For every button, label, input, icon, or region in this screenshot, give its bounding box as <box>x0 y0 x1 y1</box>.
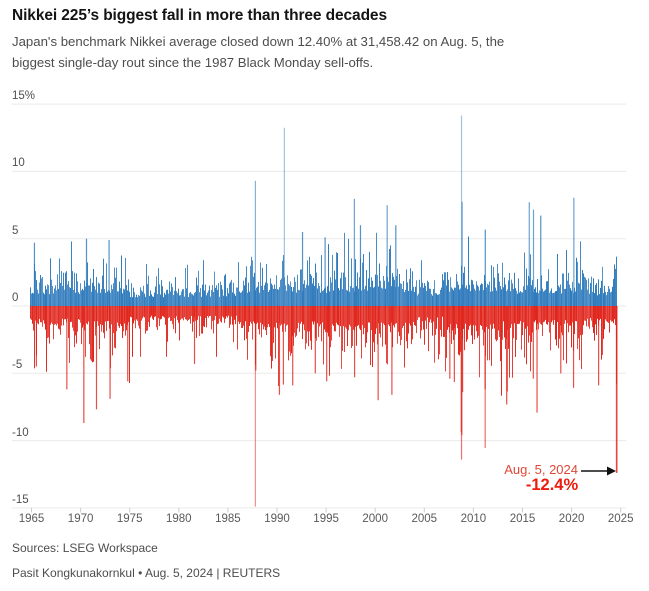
chart-title: Nikkei 225’s biggest fall in more than t… <box>12 7 387 24</box>
chart-canvas <box>12 103 626 513</box>
chart-subtitle-line-2: biggest single-day rout since the 1987 B… <box>12 55 374 70</box>
right-arrow-icon <box>581 466 616 476</box>
x-axis-label: 2025 <box>607 513 634 525</box>
x-axis-label: 1965 <box>18 513 45 525</box>
annotation-value-label: -12.4% <box>525 476 579 494</box>
y-axis-label: 15% <box>12 90 36 103</box>
x-axis-label: 1990 <box>264 513 290 525</box>
x-axis-label: 1970 <box>67 513 94 525</box>
x-axis-label: 2010 <box>460 513 487 525</box>
chart-subtitle-line-1: Japan's benchmark Nikkei average closed … <box>12 34 505 49</box>
x-axis-label: 1975 <box>116 513 143 525</box>
y-axis-label: -15 <box>12 493 29 506</box>
daily-change-bar-chart: Aug. 5, 2024 -12.4% 15% 10 5 0 -5 -10 -15 1965 1… <box>12 90 634 525</box>
y-axis-label: -5 <box>12 359 23 372</box>
y-axis-label: 5 <box>12 224 19 237</box>
x-axis-label: 2020 <box>558 513 585 525</box>
byline: Pasit Kongkunakornkul • Aug. 5, 2024 | R… <box>12 566 281 580</box>
x-axis-label: 2015 <box>509 513 536 525</box>
x-axis-label: 1995 <box>313 513 339 525</box>
source-note: Sources: LSEG Workspace <box>12 541 158 555</box>
y-axis-label: 10 <box>12 157 25 170</box>
y-axis-label: -10 <box>12 426 29 439</box>
x-axis-label: 1980 <box>166 513 192 525</box>
x-axis-label: 2000 <box>362 513 388 525</box>
annotation-date-label: Aug. 5, 2024 <box>504 462 578 477</box>
x-axis-label: 2005 <box>411 513 438 525</box>
y-axis-label: 0 <box>12 292 19 304</box>
x-axis-label: 1985 <box>215 513 241 525</box>
